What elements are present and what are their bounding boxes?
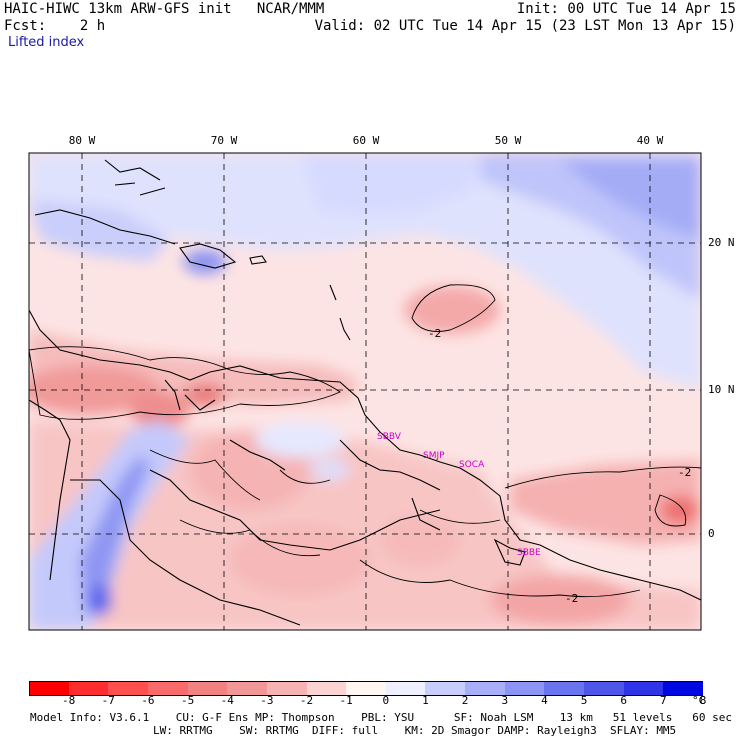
colorbar-tick-label: 0 bbox=[382, 694, 390, 707]
colorbar-tick-label: 3 bbox=[501, 694, 509, 707]
lon-label-40w: 40 W bbox=[636, 134, 664, 147]
station-label: SBBE bbox=[517, 548, 541, 558]
map-field bbox=[29, 153, 701, 630]
colorbar-swatch bbox=[346, 681, 387, 696]
colorbar-swatch bbox=[385, 681, 426, 696]
station-label: SBBV bbox=[377, 432, 401, 442]
contour-label: -2 bbox=[678, 466, 692, 479]
station-label: SOCA bbox=[459, 460, 485, 470]
colorbar-swatch bbox=[465, 681, 506, 696]
model-info-line1: Model Info: V3.6.1 CU: G-F Ens MP: Thomp… bbox=[30, 711, 732, 724]
colorbar-swatch bbox=[266, 681, 308, 696]
map-frame bbox=[28, 152, 702, 631]
colorbar-tick-label: 7 bbox=[660, 694, 667, 707]
colorbar-tick-label: 8 bbox=[699, 694, 707, 707]
station-label: SMJP bbox=[423, 451, 445, 461]
colorbar-swatch bbox=[425, 681, 466, 696]
lon-label-50w: 50 W bbox=[494, 134, 522, 147]
contour-label: -2 bbox=[428, 327, 442, 340]
colorbar-tick-label: 1 bbox=[422, 694, 429, 707]
colorbar-swatch bbox=[108, 681, 149, 696]
colorbar-tick-label: -6 bbox=[141, 694, 155, 707]
contour-label: -2 bbox=[565, 592, 579, 605]
colorbar-tick-label: 4 bbox=[541, 694, 548, 707]
valid-time: Valid: 02 UTC Tue 14 Apr 15 (23 LST Mon … bbox=[314, 18, 736, 34]
colorbar-swatch bbox=[504, 681, 545, 696]
colorbar-tick-label: -3 bbox=[260, 694, 274, 707]
colorbar-swatch bbox=[187, 681, 228, 696]
colorbar-swatch bbox=[68, 681, 109, 696]
colorbar-swatch bbox=[147, 681, 189, 696]
colorbar-tick-label: -7 bbox=[101, 694, 115, 707]
colorbar-tick-label: 6 bbox=[620, 694, 628, 707]
colorbar-tick-label: -8 bbox=[62, 694, 76, 707]
colorbar-swatch bbox=[306, 681, 347, 696]
field-name: Lifted index bbox=[8, 35, 85, 50]
colorbar-swatch bbox=[227, 681, 268, 696]
colorbar-tick-label: 2 bbox=[461, 694, 469, 707]
lat-label-eq: 0 bbox=[708, 527, 715, 540]
contour-lines bbox=[29, 284, 701, 598]
colorbar-tick-label: -2 bbox=[299, 694, 314, 707]
colorbar-tick-label: -4 bbox=[220, 694, 234, 707]
init-time: Init: 00 UTC Tue 14 Apr 15 bbox=[516, 1, 736, 17]
lon-label-60w: 60 W bbox=[352, 134, 380, 147]
coastlines bbox=[29, 159, 701, 626]
colorbar-swatch bbox=[663, 681, 704, 696]
lat-label-20n: 20 N bbox=[708, 236, 735, 249]
model-title: HAIC-HIWC 13km ARW-GFS init NCAR/MMM bbox=[4, 1, 325, 17]
colorbar-swatch bbox=[29, 681, 71, 696]
colorbar-swatch bbox=[623, 681, 664, 696]
colorbar-swatch bbox=[584, 681, 625, 696]
model-info-line2: LW: RRTMG SW: RRTMG DIFF: full KM: 2D Sm… bbox=[153, 724, 677, 737]
graticule bbox=[29, 153, 701, 630]
lon-label-70w: 70 W bbox=[210, 134, 238, 147]
colorbar-swatch bbox=[544, 681, 585, 696]
colorbar-tick-label: -1 bbox=[339, 694, 353, 707]
lon-label-80w: 80 W bbox=[68, 134, 96, 147]
lat-label-10n: 10 N bbox=[708, 383, 735, 396]
colorbar-unit: °C bbox=[692, 694, 706, 707]
colorbar-tick-label: -5 bbox=[180, 694, 195, 707]
forecast-hour: Fcst: 2 h bbox=[4, 18, 106, 34]
colorbar-tick-label: 5 bbox=[580, 694, 588, 707]
